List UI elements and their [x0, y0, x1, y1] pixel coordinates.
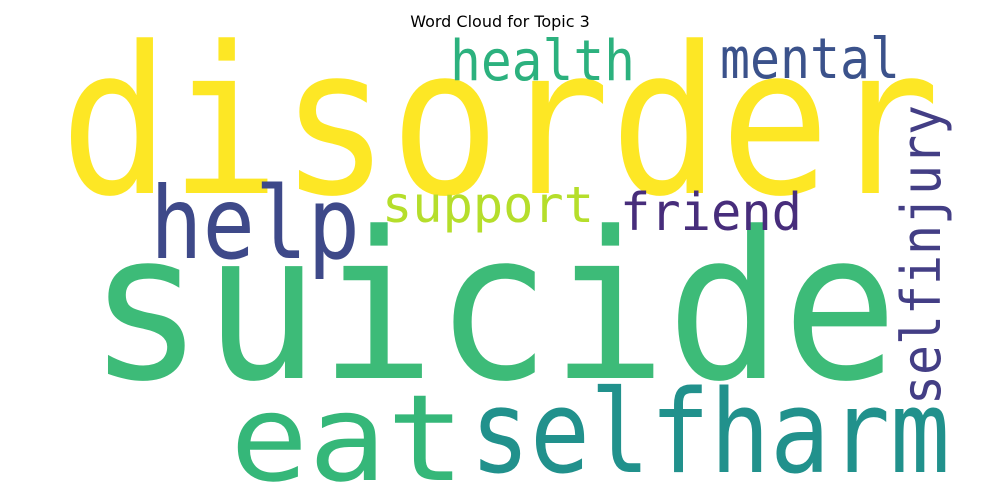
figure-title: Word Cloud for Topic 3 [410, 12, 590, 31]
word-health: health [450, 29, 635, 94]
word-mental: mental [720, 27, 900, 92]
word-suicide: suicide [88, 189, 898, 427]
word-selfharm: selfharm [470, 366, 950, 500]
word-friend: friend [620, 183, 802, 243]
word-disorder: disorder [60, 4, 940, 242]
word-support: support [382, 176, 594, 234]
word-eat: eat [230, 370, 465, 500]
word-help: help [150, 165, 360, 282]
word-selfinjury: selfinjury [890, 105, 953, 405]
